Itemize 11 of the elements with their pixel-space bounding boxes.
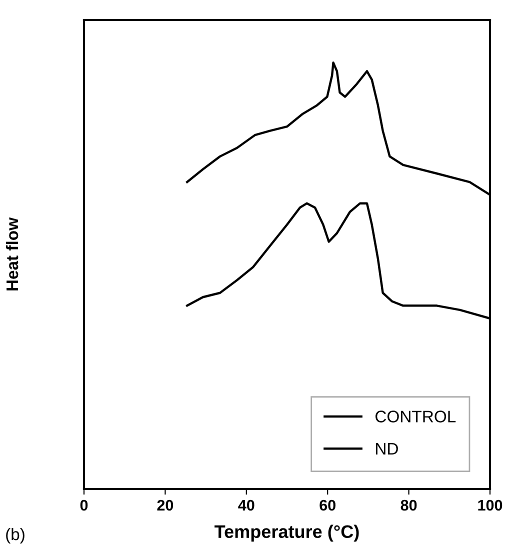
x-tick-label: 100 bbox=[478, 500, 502, 511]
x-tick-label: 40 bbox=[238, 500, 254, 511]
x-tick-label: 20 bbox=[157, 500, 174, 511]
x-axis-title: Temperature (°C) bbox=[214, 524, 359, 542]
x-tick-label: 60 bbox=[320, 500, 336, 511]
x-tick-label: 80 bbox=[400, 500, 417, 511]
legend-label: CONTROL bbox=[376, 410, 456, 422]
y-axis-title: Heat flow bbox=[6, 217, 18, 290]
text: (b) bbox=[6, 528, 24, 544]
legend-label: ND bbox=[376, 443, 398, 454]
x-tick-label: 0 bbox=[80, 500, 88, 511]
